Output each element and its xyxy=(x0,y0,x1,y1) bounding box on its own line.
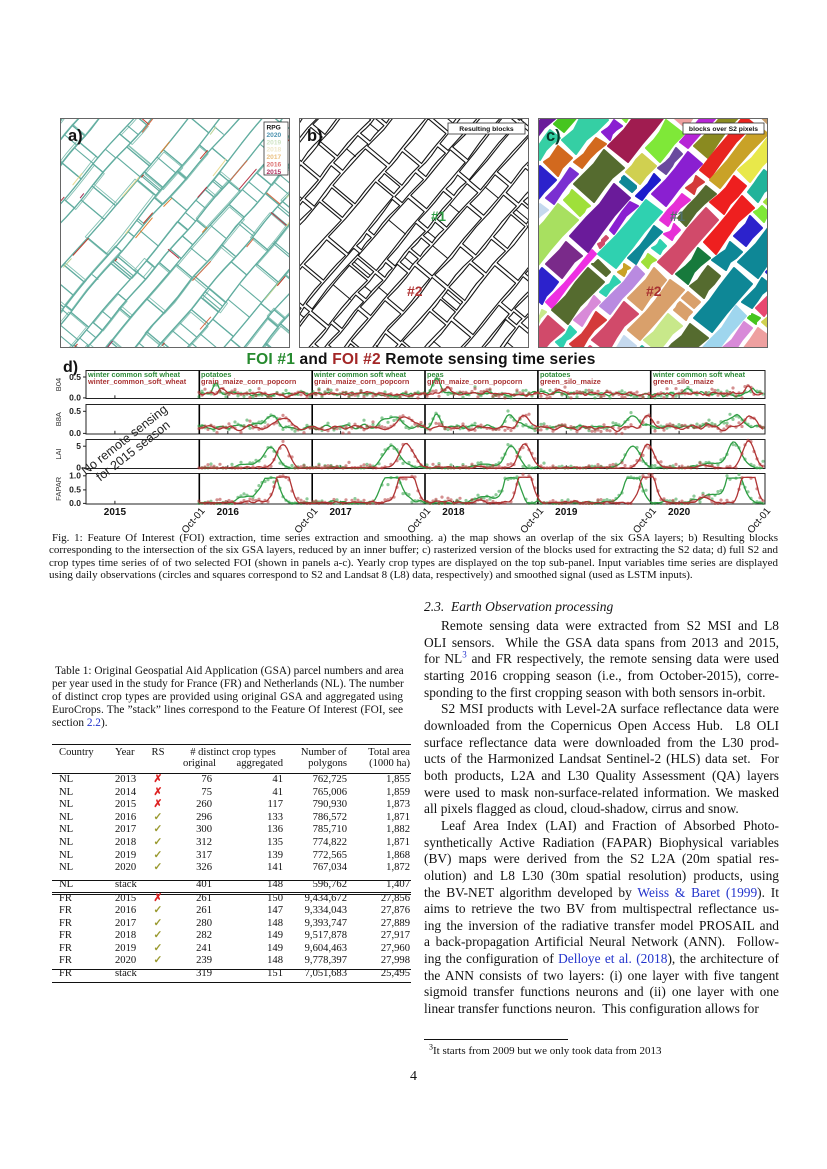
svg-text:winter common soft wheat: winter common soft wheat xyxy=(313,370,407,379)
svg-text:#2: #2 xyxy=(407,283,423,299)
svg-text:0.5: 0.5 xyxy=(69,485,81,495)
svg-text:#1: #1 xyxy=(670,209,686,224)
svg-text:green_silo_maize: green_silo_maize xyxy=(653,377,714,386)
svg-text:FOI #1 and FOI #2 Remote sensi: FOI #1 and FOI #2 Remote sensing time se… xyxy=(246,351,595,368)
svg-text:potatoes: potatoes xyxy=(540,370,570,379)
svg-text:winter_common_soft_wheat: winter_common_soft_wheat xyxy=(87,377,187,386)
svg-text:2019: 2019 xyxy=(267,139,282,146)
svg-text:B04: B04 xyxy=(54,378,63,391)
svg-text:blocks over S2 pixels: blocks over S2 pixels xyxy=(689,126,758,133)
svg-text:5: 5 xyxy=(76,441,81,451)
svg-text:#2: #2 xyxy=(646,283,662,299)
svg-text:2020: 2020 xyxy=(267,132,282,139)
svg-text:2015: 2015 xyxy=(267,169,282,176)
svg-text:0.5: 0.5 xyxy=(69,406,81,416)
svg-text:LAI: LAI xyxy=(54,448,63,459)
svg-text:2018: 2018 xyxy=(267,147,282,154)
svg-text:green_silo_maize: green_silo_maize xyxy=(540,377,601,386)
svg-text:grain_maize_corn_popcorn: grain_maize_corn_popcorn xyxy=(314,377,409,386)
svg-text:winter common soft wheat: winter common soft wheat xyxy=(652,370,746,379)
svg-text:2019: 2019 xyxy=(555,507,578,518)
svg-text:winter common soft wheat: winter common soft wheat xyxy=(87,370,181,379)
svg-text:B8A: B8A xyxy=(54,412,63,426)
svg-text:#1: #1 xyxy=(431,209,447,224)
svg-text:FAPAR: FAPAR xyxy=(54,476,63,501)
svg-text:RPG: RPG xyxy=(267,125,281,132)
svg-text:2016: 2016 xyxy=(267,162,282,169)
svg-text:2017: 2017 xyxy=(329,507,352,518)
svg-text:0: 0 xyxy=(76,463,81,473)
svg-text:2020: 2020 xyxy=(668,507,691,518)
svg-text:2017: 2017 xyxy=(267,154,282,161)
svg-text:d): d) xyxy=(63,359,78,376)
svg-text:0.0: 0.0 xyxy=(69,393,81,403)
svg-text:2016: 2016 xyxy=(217,507,240,518)
svg-text:No remote sensingfor 2015 seas: No remote sensingfor 2015 season xyxy=(79,402,179,489)
svg-text:a): a) xyxy=(68,127,83,145)
svg-text:b): b) xyxy=(307,127,323,145)
svg-text:Resulting blocks: Resulting blocks xyxy=(459,126,514,133)
svg-text:peas: peas xyxy=(427,370,444,379)
svg-text:grain_maize_corn_popcorn: grain_maize_corn_popcorn xyxy=(201,377,296,386)
svg-text:2015: 2015 xyxy=(104,507,127,518)
svg-text:2018: 2018 xyxy=(442,507,465,518)
svg-text:grain_maize_corn_popcorn: grain_maize_corn_popcorn xyxy=(427,377,522,386)
svg-text:0.5: 0.5 xyxy=(69,372,81,382)
svg-text:c): c) xyxy=(546,127,561,145)
svg-text:0.0: 0.0 xyxy=(69,428,81,438)
svg-text:0.0: 0.0 xyxy=(69,498,81,508)
svg-text:1.0: 1.0 xyxy=(69,471,81,481)
svg-text:potatoes: potatoes xyxy=(201,370,231,379)
